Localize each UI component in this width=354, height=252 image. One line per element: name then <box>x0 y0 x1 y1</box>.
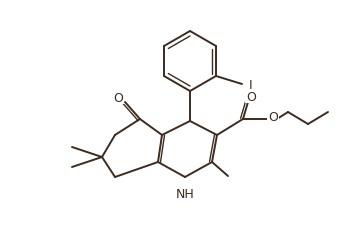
Text: NH: NH <box>176 188 194 201</box>
Text: O: O <box>246 90 256 103</box>
Text: I: I <box>249 78 253 91</box>
Text: O: O <box>113 91 123 104</box>
Text: O: O <box>268 110 278 123</box>
